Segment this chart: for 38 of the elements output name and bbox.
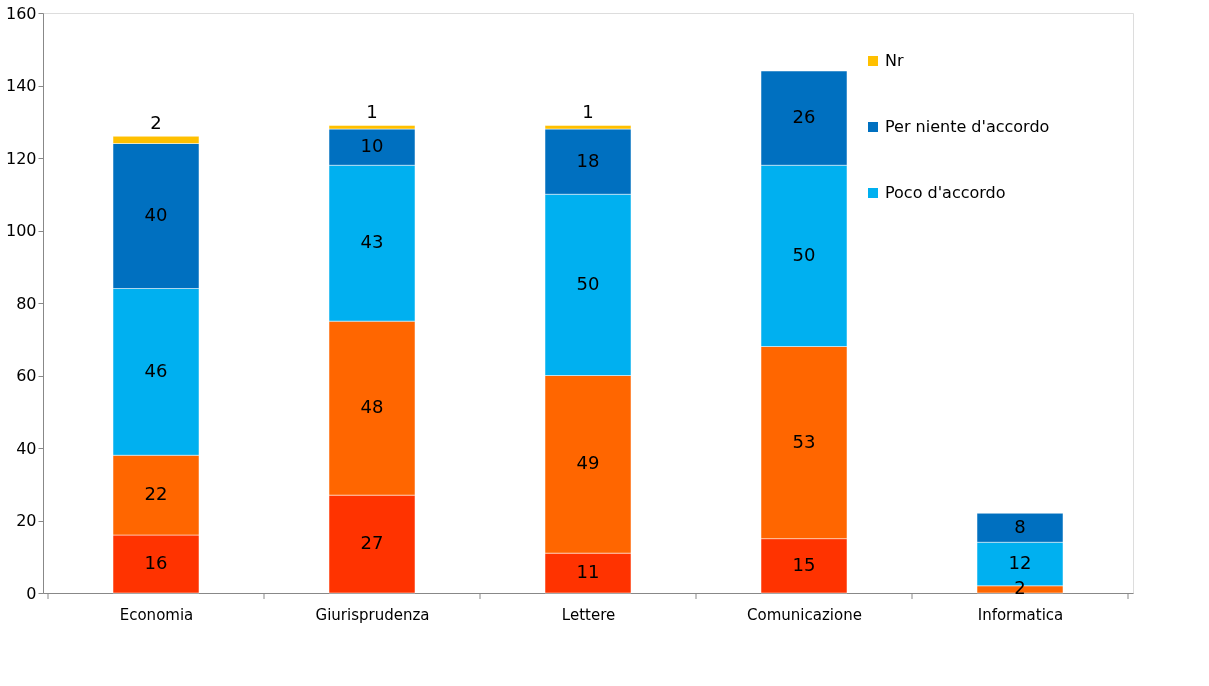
data-label: 53 bbox=[792, 430, 816, 452]
legend-label: Nr bbox=[885, 51, 904, 70]
x-tick-label: Lettere bbox=[561, 605, 616, 624]
y-tick-label: 80 bbox=[16, 293, 37, 313]
x-tick-label: Informatica bbox=[977, 605, 1064, 624]
y-tick-label: 20 bbox=[16, 511, 37, 530]
data-label: 46 bbox=[144, 359, 168, 381]
data-label: 22 bbox=[144, 483, 168, 505]
y-tick-label: 60 bbox=[16, 366, 37, 385]
x-tick-label: Economia bbox=[119, 605, 194, 624]
y-tick-label: 100 bbox=[5, 221, 37, 240]
data-label: 50 bbox=[576, 272, 600, 294]
y-tick-label: 140 bbox=[5, 76, 37, 95]
y-tick-label: 40 bbox=[16, 438, 37, 458]
legend-label: Per niente d'accordo bbox=[885, 117, 1050, 136]
data-label: 1 bbox=[582, 101, 594, 123]
data-label: 16 bbox=[144, 552, 168, 573]
data-label: 27 bbox=[360, 532, 384, 554]
data-label: 11 bbox=[576, 561, 600, 583]
y-tick-label: 160 bbox=[5, 3, 37, 23]
data-label: 1 bbox=[366, 101, 378, 123]
data-label: 49 bbox=[576, 452, 600, 474]
data-label: 26 bbox=[792, 106, 816, 128]
data-label: 8 bbox=[1014, 515, 1026, 537]
legend-label: Poco d'accordo bbox=[885, 183, 1006, 202]
data-label: 50 bbox=[792, 243, 816, 265]
y-tick-label: 0 bbox=[26, 583, 37, 603]
data-label: 18 bbox=[576, 149, 600, 171]
x-tick-label: Comunicazione bbox=[747, 605, 862, 624]
y-tick-label: 120 bbox=[5, 148, 37, 168]
data-label: 15 bbox=[792, 553, 816, 575]
data-label: 2 bbox=[150, 112, 162, 134]
data-label: 40 bbox=[144, 204, 168, 225]
x-tick-label: Giurisprudenza bbox=[315, 605, 430, 624]
data-label: 43 bbox=[360, 231, 384, 253]
data-label: 48 bbox=[360, 396, 384, 418]
data-label: 12 bbox=[1008, 552, 1032, 573]
data-label: 10 bbox=[360, 135, 384, 157]
